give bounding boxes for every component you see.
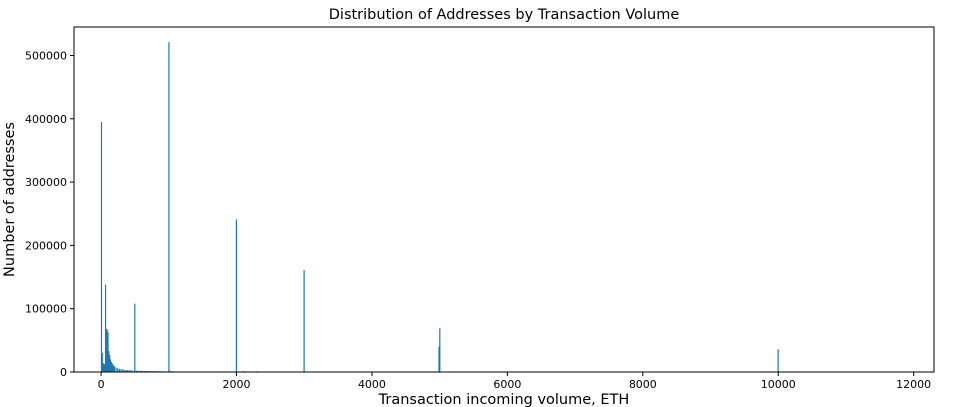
histogram-bar [439,328,441,372]
histogram-bar [145,370,147,372]
plot-frame [73,26,935,373]
histogram-bar [113,365,115,372]
histogram-bar [110,361,112,372]
histogram-bar [106,329,108,372]
histogram-bar [142,370,144,372]
histogram-bar [109,359,112,372]
histogram-bar [104,284,107,372]
chart-title: Distribution of Addresses by Transaction… [329,7,680,23]
histogram-bar [438,346,440,372]
histogram-bar [111,363,113,372]
histogram-bar [100,121,103,372]
y-tick-label: 400000 [25,113,67,126]
histogram-bar [115,367,117,372]
histogram-bar [168,42,170,372]
x-tick-label: 10000 [761,378,796,391]
y-axis-ticks: 0 100000 200000 300000 400000 500000 [25,49,74,379]
x-tick-label: 2000 [223,378,251,391]
x-axis-label: Transaction incoming volume, ETH [378,392,630,407]
histogram-bar [128,370,130,372]
histogram-bar [139,370,141,372]
x-tick-label: 12000 [896,378,931,391]
y-axis-label: Number of addresses [2,122,18,277]
histogram-bar [303,270,305,372]
y-tick-label: 500000 [25,49,67,62]
histogram-bar [120,369,122,372]
x-tick-label: 4000 [358,378,386,391]
histogram-bar [126,370,129,372]
histogram-bar [235,219,237,372]
histogram-bar [134,303,136,372]
histogram-bar [118,368,120,372]
y-tick-label: 0 [60,366,67,379]
x-tick-label: 8000 [629,378,657,391]
histogram-bar [137,370,139,372]
histogram-bar [140,370,142,372]
histogram-bar [130,370,132,372]
y-tick-label: 200000 [25,239,67,252]
bars-group [100,42,779,372]
histogram-bar [101,353,103,372]
histogram-bar [143,370,146,372]
x-tick-label: 0 [98,378,105,391]
histogram-bar [122,369,124,372]
histogram-bar [104,364,106,372]
histogram-bar [135,370,138,372]
histogram-bar [123,369,125,372]
histogram-bar [102,363,104,372]
y-tick-label: 300000 [25,176,67,189]
histogram-bar [107,332,109,372]
histogram-bar [131,370,133,372]
histogram-bar [109,354,111,372]
histogram-bar [112,364,114,372]
histogram-bar [125,369,127,372]
y-tick-label: 100000 [25,303,67,316]
histogram-bar [113,366,116,372]
x-tick-label: 6000 [493,378,521,391]
x-axis-ticks: 0 2000 4000 6000 8000 10000 12000 [98,372,931,391]
histogram-bar [105,328,107,372]
histogram-bar [117,368,119,372]
histogram-bar [108,351,110,372]
histogram-bar [103,363,105,372]
histogram-bar [777,349,779,372]
